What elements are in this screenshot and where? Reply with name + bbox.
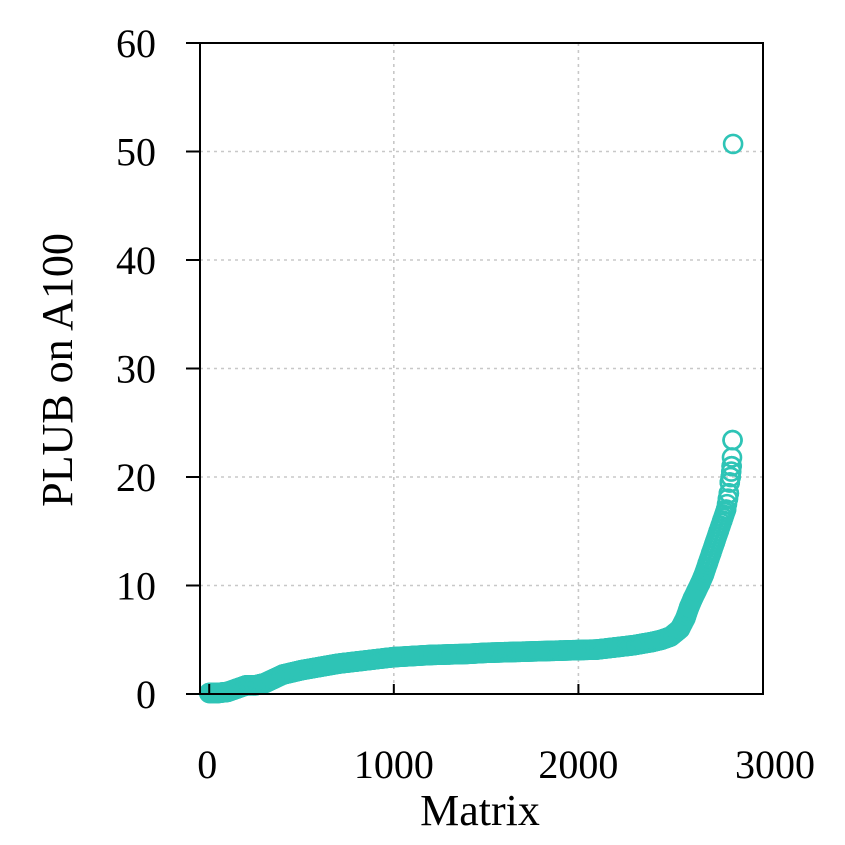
data-point bbox=[708, 520, 729, 542]
x-tick-label: 2000 bbox=[538, 742, 618, 787]
y-tick-label: 0 bbox=[136, 672, 156, 717]
x-axis-title: Matrix bbox=[420, 786, 540, 835]
data-point bbox=[697, 553, 718, 575]
data-point bbox=[721, 455, 742, 477]
data-point bbox=[722, 133, 744, 155]
data-point bbox=[263, 668, 285, 690]
x-tick-label: 3000 bbox=[735, 742, 815, 787]
x-tick-labels: 0 1000 2000 3000 bbox=[197, 742, 815, 787]
data-point bbox=[651, 629, 672, 651]
data-point bbox=[669, 618, 691, 640]
y-tick-label: 50 bbox=[116, 130, 156, 175]
y-tick-label: 20 bbox=[116, 455, 156, 500]
data-point bbox=[281, 661, 303, 683]
y-tick-label: 60 bbox=[116, 21, 156, 66]
data-points bbox=[198, 133, 744, 704]
y-axis-title: PLUB on A100 bbox=[33, 233, 82, 507]
data-point bbox=[254, 672, 275, 694]
data-point bbox=[272, 664, 294, 685]
y-tick-label: 40 bbox=[116, 238, 156, 283]
data-point bbox=[675, 607, 696, 629]
data-point bbox=[693, 564, 715, 585]
data-point bbox=[641, 631, 663, 653]
y-tick-label: 30 bbox=[116, 347, 156, 392]
data-point bbox=[718, 482, 740, 504]
data-point bbox=[704, 531, 726, 553]
data-point bbox=[712, 510, 733, 531]
data-point bbox=[217, 681, 238, 703]
x-tick-label: 0 bbox=[197, 742, 217, 787]
y-tick-labels: 0 10 20 30 40 50 60 bbox=[116, 21, 156, 717]
grid-lines bbox=[200, 43, 763, 694]
axis-ticks bbox=[186, 42, 764, 695]
x-tick-label: 1000 bbox=[354, 742, 434, 787]
data-point bbox=[722, 429, 743, 451]
y-tick-label: 10 bbox=[116, 564, 156, 609]
data-point bbox=[701, 542, 722, 564]
